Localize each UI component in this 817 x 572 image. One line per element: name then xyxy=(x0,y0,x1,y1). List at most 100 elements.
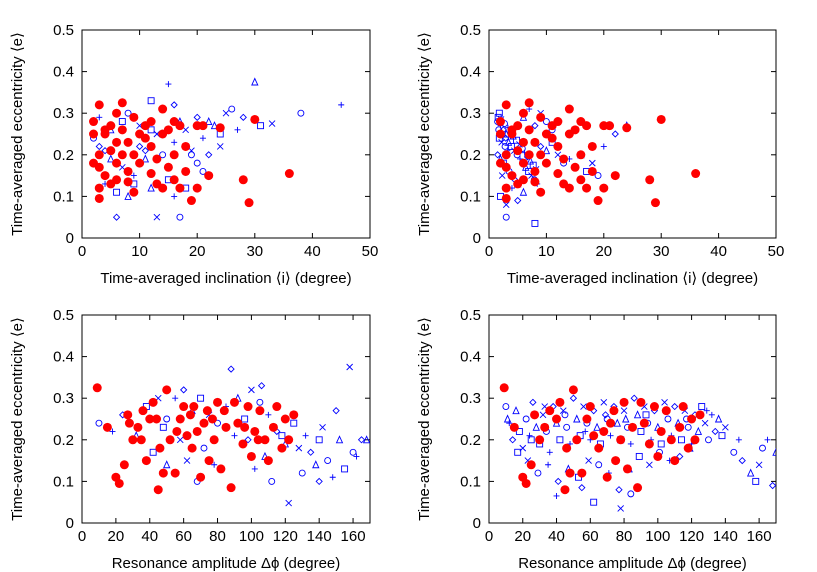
x-tick-label: 40 xyxy=(141,528,158,545)
point-open-triangle xyxy=(205,116,213,125)
point-filled-circle xyxy=(540,422,550,432)
point-plus xyxy=(338,101,345,108)
point-filled-circle xyxy=(182,431,192,441)
point-filled-circle xyxy=(589,431,599,441)
point-filled-circle xyxy=(123,410,133,420)
point-filled-circle xyxy=(284,169,294,179)
point-filled-circle xyxy=(123,166,133,176)
point-filled-circle xyxy=(649,402,659,412)
point-filled-circle xyxy=(163,162,173,172)
x-tick-label: 20 xyxy=(189,243,206,260)
point-open-square xyxy=(590,498,598,506)
y-tick-label: 0.5 xyxy=(53,307,74,324)
point-filled-circle xyxy=(599,426,609,436)
point-filled-circle xyxy=(221,422,231,432)
point-filled-circle xyxy=(599,183,609,193)
point-open-square xyxy=(718,432,726,440)
point-open-diamond xyxy=(671,402,679,411)
point-open-diamond xyxy=(357,436,366,444)
point-open-circle xyxy=(730,448,738,456)
y-tick-label: 0.1 xyxy=(460,473,481,490)
point-open-square xyxy=(197,394,205,402)
point-filled-circle xyxy=(507,171,517,181)
point-filled-circle xyxy=(226,483,236,493)
x-tick-label: 20 xyxy=(595,243,612,260)
point-filled-circle xyxy=(576,150,586,160)
point-open-circle xyxy=(563,423,571,431)
point-filled-circle xyxy=(169,175,179,185)
point-filled-circle xyxy=(501,162,511,172)
x-tick-label: 20 xyxy=(108,528,125,545)
y-tick-label: 0.3 xyxy=(53,390,74,407)
x-tick-label: 0 xyxy=(485,243,493,260)
point-filled-circle xyxy=(272,402,282,412)
point-x xyxy=(176,436,184,444)
point-filled-circle xyxy=(133,422,143,432)
point-plus xyxy=(329,474,336,481)
point-filled-circle xyxy=(661,406,671,416)
point-open-triangle xyxy=(772,447,776,456)
point-filled-circle xyxy=(162,385,172,395)
point-open-square xyxy=(752,477,760,485)
panel-4: 0 20 40 60 80 100 120 140 160 0 0.1 0.2 0.3 0.4 0.5 Res… xyxy=(416,307,777,572)
point-open-triangle xyxy=(622,414,630,423)
point-open-diamond xyxy=(239,113,247,121)
point-filled-circle xyxy=(644,439,654,449)
y-tick-label: 0.1 xyxy=(53,188,74,205)
point-filled-circle xyxy=(690,435,700,445)
point-open-triangle xyxy=(147,183,155,192)
point-open-circle xyxy=(502,213,510,221)
x-axis-label: Resonance amplitude Δϕ (degree) xyxy=(518,555,747,572)
x-tick-label: 120 xyxy=(273,528,298,545)
point-open-circle xyxy=(324,457,332,465)
point-plus xyxy=(165,81,172,88)
point-x xyxy=(600,399,608,406)
point-open-diamond xyxy=(738,456,746,465)
point-open-diamond xyxy=(601,411,610,419)
point-filled-circle xyxy=(229,397,239,407)
point-open-diamond xyxy=(531,122,539,130)
x-axis-label: Resonance amplitude Δϕ (degree) xyxy=(112,555,341,572)
point-open-circle xyxy=(200,444,208,452)
point-filled-circle xyxy=(94,150,104,160)
point-filled-circle xyxy=(670,456,680,466)
x-tick-label: 10 xyxy=(538,243,555,260)
y-tick-label: 0 xyxy=(66,230,74,247)
point-open-triangle xyxy=(503,414,512,423)
point-filled-circle xyxy=(564,104,574,114)
point-filled-circle xyxy=(106,121,116,131)
point-filled-circle xyxy=(189,402,199,412)
points-layer xyxy=(493,98,701,227)
x-tick-label: 0 xyxy=(485,528,493,545)
point-filled-circle xyxy=(535,435,545,445)
point-filled-circle xyxy=(553,169,563,179)
point-x xyxy=(755,461,763,469)
point-filled-circle xyxy=(112,158,122,168)
point-open-diamond xyxy=(554,477,562,486)
point-filled-circle xyxy=(165,435,175,445)
point-open-square xyxy=(147,97,155,105)
point-filled-circle xyxy=(610,171,620,181)
point-filled-circle xyxy=(89,129,99,139)
point-filled-circle xyxy=(207,414,217,424)
point-plus xyxy=(582,428,589,435)
point-filled-circle xyxy=(513,146,523,156)
point-open-circle xyxy=(124,109,132,117)
point-filled-circle xyxy=(181,166,191,176)
y-tick-label: 0 xyxy=(473,230,481,247)
point-open-circle xyxy=(159,151,167,159)
point-filled-circle xyxy=(112,175,122,185)
point-x xyxy=(585,457,592,464)
y-tick-label: 0.3 xyxy=(460,390,481,407)
x-tick-label: 80 xyxy=(616,528,633,545)
point-x xyxy=(722,424,729,431)
point-filled-circle xyxy=(246,451,256,461)
point-open-square xyxy=(678,436,685,444)
point-plus xyxy=(546,449,553,456)
point-filled-circle xyxy=(268,422,278,432)
point-filled-circle xyxy=(255,406,265,416)
point-open-square xyxy=(241,415,249,423)
point-filled-circle xyxy=(518,108,528,118)
point-filled-circle xyxy=(129,150,139,160)
